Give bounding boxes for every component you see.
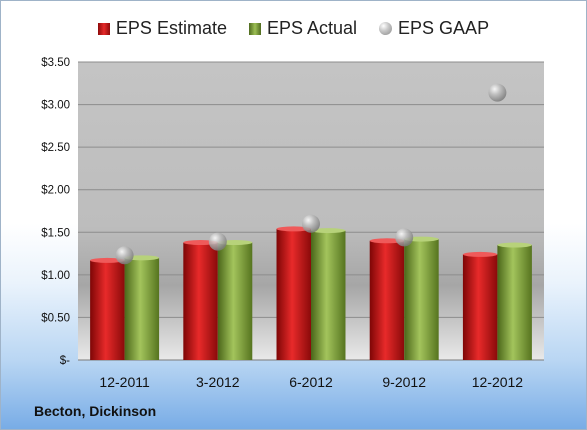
- gaap-marker: [208, 232, 227, 251]
- bar-eps-actual-cap: [497, 242, 532, 248]
- legend-label-actual: EPS Actual: [266, 18, 358, 38]
- y-tick-label: $-: [60, 355, 70, 367]
- gaap-marker: [115, 246, 134, 265]
- bar-eps-actual: [217, 242, 253, 360]
- y-tick-label: $3.00: [41, 100, 70, 112]
- bar-eps-actual: [497, 245, 532, 360]
- x-tick-label: 6-2012: [289, 374, 333, 390]
- bar-eps-estimate: [90, 260, 125, 360]
- gaap-marker: [395, 228, 414, 247]
- y-axis-ticks: $- $0.50 $1.00 $1.50 $2.00 $2.50 $3.00 $3.50: [41, 57, 70, 367]
- company-name: Becton, Dickinson: [34, 403, 157, 419]
- legend-swatch-actual: [248, 22, 261, 35]
- legend: EPS Estimate EPS Actual EPS GAAP: [1, 18, 586, 39]
- legend-item-gaap: EPS GAAP: [379, 18, 489, 39]
- legend-swatch-estimate: [97, 22, 110, 35]
- legend-label-gaap: EPS GAAP: [398, 18, 490, 38]
- legend-label-estimate: EPS Estimate: [115, 18, 227, 38]
- y-tick-label: $1.50: [41, 227, 70, 239]
- bar-eps-estimate: [183, 242, 218, 360]
- bar-eps-estimate-cap: [276, 226, 311, 232]
- bar-eps-estimate-cap: [90, 257, 125, 263]
- y-tick-label: $2.50: [41, 142, 70, 154]
- legend-item-actual: EPS Actual: [248, 18, 358, 39]
- y-tick-label: $1.00: [41, 270, 70, 282]
- y-tick-label: $0.50: [41, 312, 70, 324]
- bar-eps-actual: [124, 257, 160, 360]
- x-tick-label: 12-2012: [472, 374, 524, 390]
- bar-eps-estimate-cap: [462, 251, 498, 257]
- x-axis-ticks: 12-2011 3-2012 6-2012 9-2012 12-2012: [99, 374, 523, 390]
- bar-eps-estimate: [369, 240, 405, 360]
- x-tick-label: 3-2012: [196, 374, 240, 390]
- x-tick-label: 9-2012: [382, 374, 426, 390]
- x-tick-label: 12-2011: [99, 374, 150, 390]
- bar-eps-estimate: [462, 254, 498, 360]
- y-tick-label: $2.00: [41, 185, 70, 197]
- legend-swatch-gaap: [379, 22, 393, 35]
- bars: [90, 226, 532, 360]
- bar-eps-actual-cap: [311, 228, 346, 234]
- gaap-marker: [488, 83, 507, 102]
- legend-item-estimate: EPS Estimate: [97, 18, 227, 39]
- bar-eps-estimate: [276, 228, 311, 360]
- bar-eps-actual: [311, 230, 346, 360]
- gaap-markers: [115, 83, 507, 265]
- bar-eps-actual: [404, 239, 439, 360]
- y-tick-label: $3.50: [41, 57, 70, 69]
- gaap-marker: [302, 214, 320, 233]
